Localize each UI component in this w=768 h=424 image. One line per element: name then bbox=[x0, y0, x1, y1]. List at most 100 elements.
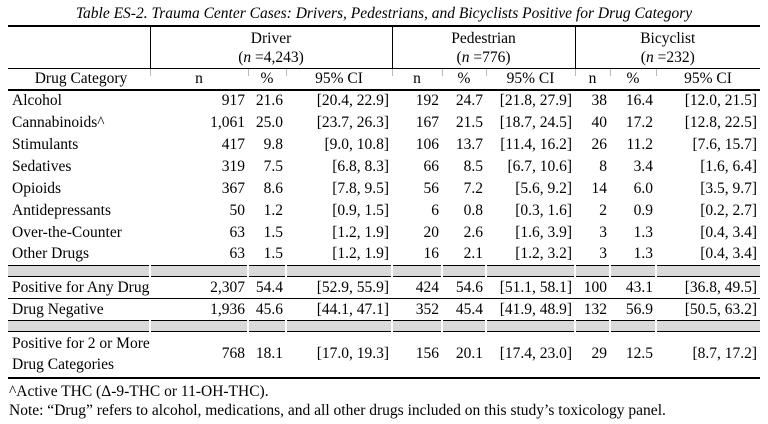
column-header-pct: % bbox=[248, 68, 286, 91]
value-cell: 0.9 bbox=[633, 201, 654, 219]
value-cell: [1.6, 3.9] bbox=[515, 223, 573, 241]
value-cell: 50 bbox=[229, 201, 246, 219]
value-cell: 43.1 bbox=[610, 276, 657, 299]
drug-category-cell: Alcohol bbox=[12, 92, 62, 109]
group-header-bicyclist: Bicyclist (n =232) bbox=[574, 26, 761, 69]
drug-category-cell: Positive for Any Drug bbox=[8, 276, 150, 299]
value-cell: [3.5, 9.7] bbox=[700, 179, 758, 197]
value-cell: 1.5 bbox=[263, 245, 283, 263]
value-cell: 417 bbox=[221, 135, 245, 153]
drug-category-cell: Positive for 2 or More Drug Categories bbox=[8, 331, 150, 379]
value-cell: [17.4, 23.0] bbox=[486, 331, 576, 379]
value-cell: 7.2 bbox=[463, 179, 484, 197]
table-row: Positive for Any Drug 2,307 54.4 [52.9, 55.… bbox=[8, 276, 761, 299]
value-cell: 319 bbox=[221, 157, 245, 175]
separator-cell bbox=[247, 265, 286, 277]
value-cell: 1,936 bbox=[210, 300, 245, 318]
separator-band bbox=[8, 320, 761, 332]
drug-category-cell: Sedatives bbox=[12, 157, 72, 175]
value-cell: [0.4, 3.4] bbox=[700, 245, 758, 263]
value-cell: 100 bbox=[575, 276, 611, 299]
value-cell: 40 bbox=[591, 113, 608, 131]
separator-cell bbox=[247, 320, 286, 332]
value-cell: 45.6 bbox=[255, 300, 283, 318]
value-cell: 8.6 bbox=[263, 179, 283, 197]
column-header-n: n bbox=[392, 68, 443, 91]
value-cell: [23.7, 26.3] bbox=[316, 113, 390, 131]
value-cell: 917 bbox=[221, 92, 245, 109]
value-cell: 156 bbox=[392, 331, 443, 379]
column-header-n: n bbox=[575, 68, 611, 91]
value-cell: [41.9, 48.9] bbox=[499, 300, 573, 318]
group-count: (n =776) bbox=[456, 49, 511, 66]
value-cell: [21.8, 27.9] bbox=[499, 92, 573, 109]
value-cell: 13.7 bbox=[455, 135, 484, 153]
column-header-ci: 95% CI bbox=[656, 68, 761, 91]
value-cell: 192 bbox=[415, 92, 440, 109]
value-cell: 9.8 bbox=[263, 135, 283, 153]
value-cell: [8.7, 17.2] bbox=[656, 331, 761, 379]
value-cell: [6.7, 10.6] bbox=[507, 157, 573, 175]
polydrug-summary-rows: Positive for 2 or More Drug Categories 76… bbox=[8, 331, 761, 379]
value-cell: 29 bbox=[575, 331, 611, 379]
separator-band bbox=[8, 265, 761, 277]
table-row: Other Drugs 63 1.5 [1.2, 1.9] 16 2.1 [1.2, 3.2… bbox=[8, 244, 760, 266]
value-cell: 367 bbox=[221, 179, 245, 197]
table-row: Stimulants 417 9.8 [9.0, 10.8] 106 13.7 [11.4,… bbox=[8, 134, 760, 156]
value-cell: 6 bbox=[431, 201, 440, 219]
value-cell: 2,307 bbox=[150, 276, 248, 299]
table-row: Cannabinoids^ 1,061 25.0 [23.7, 26.3] 167 21.… bbox=[8, 112, 760, 134]
separator-cell bbox=[574, 265, 611, 277]
value-cell: [7.8, 9.5] bbox=[332, 179, 390, 197]
value-cell: 1.5 bbox=[263, 223, 283, 241]
separator-cell bbox=[8, 320, 150, 332]
value-cell: [17.0, 19.3] bbox=[286, 331, 393, 379]
table-row: Sedatives 319 7.5 [6.8, 8.3] 66 8.5 [6.7, 10.6… bbox=[8, 156, 760, 178]
value-cell: 0.8 bbox=[463, 201, 484, 219]
separator-cell bbox=[441, 320, 487, 332]
value-cell: 17.2 bbox=[625, 113, 654, 131]
value-cell: 54.6 bbox=[442, 276, 487, 299]
table-header: Driver (n =4,243) Pedestrian (n =776) Bi… bbox=[8, 26, 761, 91]
value-cell: 167 bbox=[415, 113, 440, 131]
column-header-ci: 95% CI bbox=[286, 68, 393, 91]
n-symbol: n bbox=[461, 49, 470, 66]
separator-cell bbox=[391, 265, 443, 277]
value-cell: 66 bbox=[423, 157, 440, 175]
value-cell: 45.4 bbox=[455, 300, 484, 318]
value-cell: [12.0, 21.5] bbox=[684, 92, 758, 109]
value-cell: 3 bbox=[599, 245, 608, 263]
value-cell: [0.3, 1.6] bbox=[515, 201, 573, 219]
value-cell: 8 bbox=[599, 157, 608, 175]
value-cell: [1.2, 1.9] bbox=[332, 245, 390, 263]
value-cell: 16.4 bbox=[625, 92, 654, 109]
value-cell: [52.9, 55.9] bbox=[286, 276, 393, 299]
drug-category-cell: Over-the-Counter bbox=[12, 223, 122, 241]
value-cell: 21.5 bbox=[455, 113, 484, 131]
drug-category-cell: Other Drugs bbox=[12, 245, 90, 263]
value-cell: [0.9, 1.5] bbox=[332, 201, 390, 219]
group-count: (n =4,243) bbox=[238, 49, 304, 66]
value-cell: [6.8, 8.3] bbox=[332, 157, 390, 175]
table-title: Table ES-2. Trauma Center Cases: Drivers… bbox=[75, 5, 693, 22]
value-cell: 11.2 bbox=[626, 135, 654, 153]
group-header-pedestrian: Pedestrian (n =776) bbox=[391, 26, 576, 69]
value-cell: [0.2, 2.7] bbox=[700, 201, 758, 219]
value-cell: 106 bbox=[415, 135, 440, 153]
value-cell: 21.6 bbox=[255, 92, 283, 109]
separator-cell bbox=[441, 265, 487, 277]
drug-category-cell: Antidepressants bbox=[12, 201, 112, 219]
column-header-ci: 95% CI bbox=[486, 68, 576, 91]
value-cell: 2 bbox=[599, 201, 608, 219]
any-drug-summary-rows: Positive for Any Drug 2,307 54.4 [52.9, 55.… bbox=[8, 276, 761, 321]
value-cell: 7.5 bbox=[263, 157, 283, 175]
drug-category-cell: Cannabinoids^ bbox=[12, 113, 105, 131]
separator-cell bbox=[149, 320, 248, 332]
footnote-active-thc: ^Active THC (Δ-9-THC or 11-OH-THC). bbox=[9, 382, 269, 400]
value-cell: 38 bbox=[591, 92, 608, 109]
value-cell: 54.4 bbox=[248, 276, 286, 299]
drug-category-cell: Drug Negative bbox=[12, 300, 104, 318]
value-cell: 1.3 bbox=[633, 245, 654, 263]
column-header-pct: % bbox=[442, 68, 487, 91]
